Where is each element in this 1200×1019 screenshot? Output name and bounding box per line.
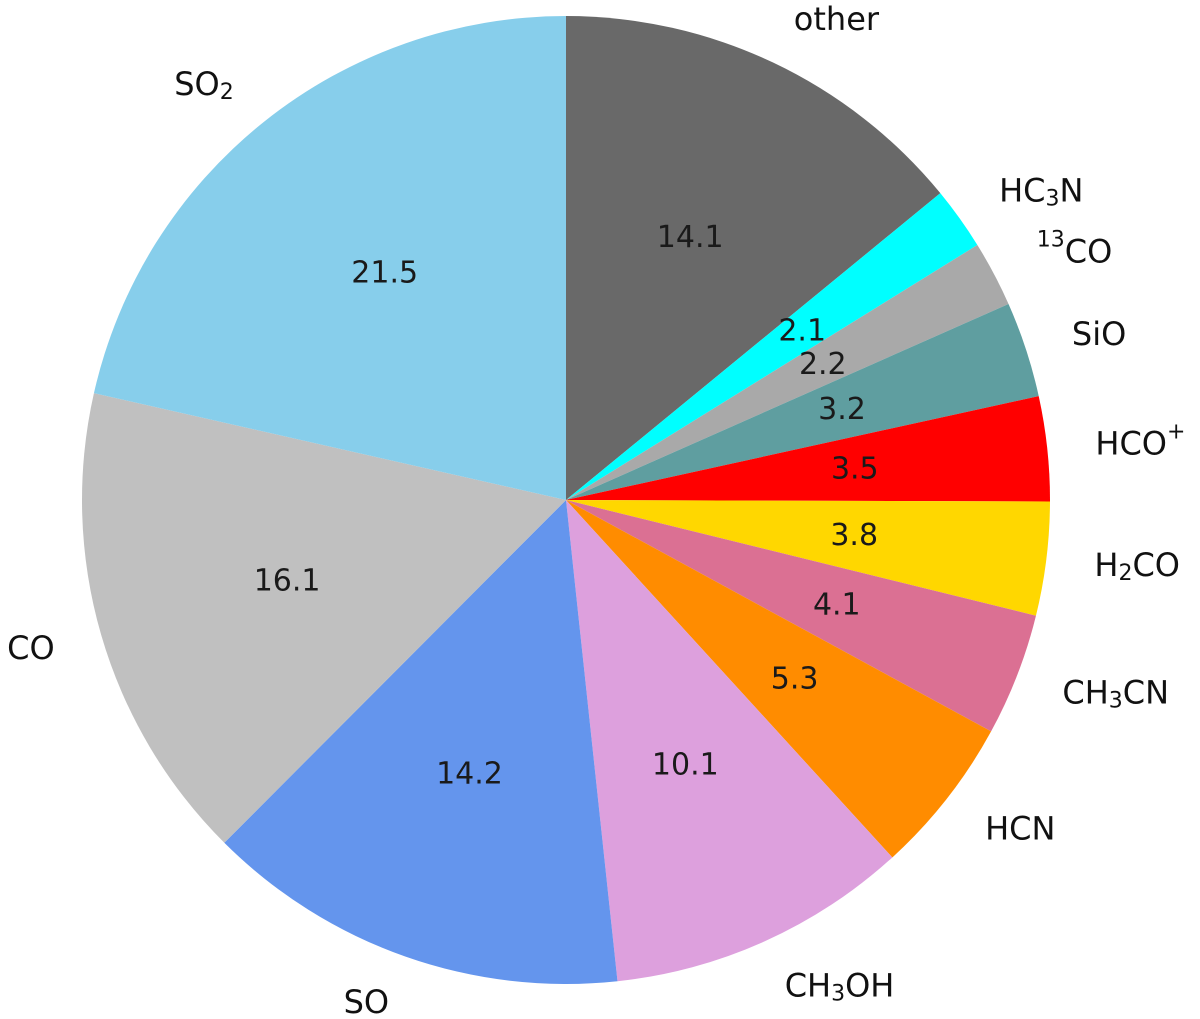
- pie-label-so: SO: [344, 983, 390, 1019]
- pie-label-13co: 13CO: [1037, 227, 1113, 270]
- pie-label-so2: SO2: [174, 65, 234, 105]
- pie-label-co: CO: [7, 629, 55, 667]
- pie-value-hco-: 3.5: [831, 452, 879, 487]
- pie-value-other: 14.1: [657, 220, 724, 255]
- pie-value-13co: 2.2: [799, 347, 847, 382]
- pie-label-ch3cn: CH3CN: [1062, 674, 1169, 714]
- pie-slice-ch3oh: [566, 500, 893, 982]
- pie-slice-ch3cn: [566, 500, 1036, 732]
- pie-slice-sio: [566, 303, 1039, 500]
- pie-value-ch3oh: 10.1: [652, 747, 719, 782]
- pie-value-sio: 3.2: [818, 392, 866, 427]
- pie-value-so: 14.2: [436, 756, 503, 791]
- pie-slice-hc3n: [566, 193, 978, 501]
- pie-slice-other: [566, 16, 941, 500]
- pie-slice-hco-: [566, 396, 1051, 502]
- pie-label-ch3oh: CH3OH: [785, 966, 895, 1006]
- pie-slice-so: [224, 500, 618, 984]
- pie-slice-13co: [566, 244, 1009, 500]
- pie-label-h2co: H2CO: [1094, 546, 1180, 586]
- pie-slice-co: [81, 393, 567, 843]
- pie-value-hcn: 5.3: [771, 662, 819, 697]
- pie-value-so2: 21.5: [351, 256, 418, 291]
- pie-label-hco-: HCO+: [1095, 419, 1185, 463]
- pie-value-co: 16.1: [254, 563, 321, 598]
- pie-value-labels: 14.1 2.12.2 3.2 3.5 3.8 4.1 5.3 10.1 14.2 16.1 21.…: [254, 220, 879, 791]
- pie-label-hcn: HCN: [985, 809, 1055, 847]
- pie-value-hc3n: 2.1: [778, 314, 826, 349]
- pie-slice-h2co: [566, 500, 1050, 616]
- pie-slices: [81, 16, 1051, 984]
- pie-slice-hcn: [566, 500, 992, 858]
- pie-value-ch3cn: 4.1: [813, 588, 861, 623]
- pie-label-hc3n: HC3N: [999, 171, 1083, 211]
- pie-label-sio: SiO: [1072, 315, 1126, 353]
- pie-slice-so2: [93, 16, 566, 500]
- pie-category-labels: other HC3N 13CO SiO HCO+ H2CO CH3CN HCN CH3OH SO C…: [7, 0, 1185, 1019]
- pie-label-other: other: [794, 0, 880, 38]
- pie-value-h2co: 3.8: [830, 518, 878, 553]
